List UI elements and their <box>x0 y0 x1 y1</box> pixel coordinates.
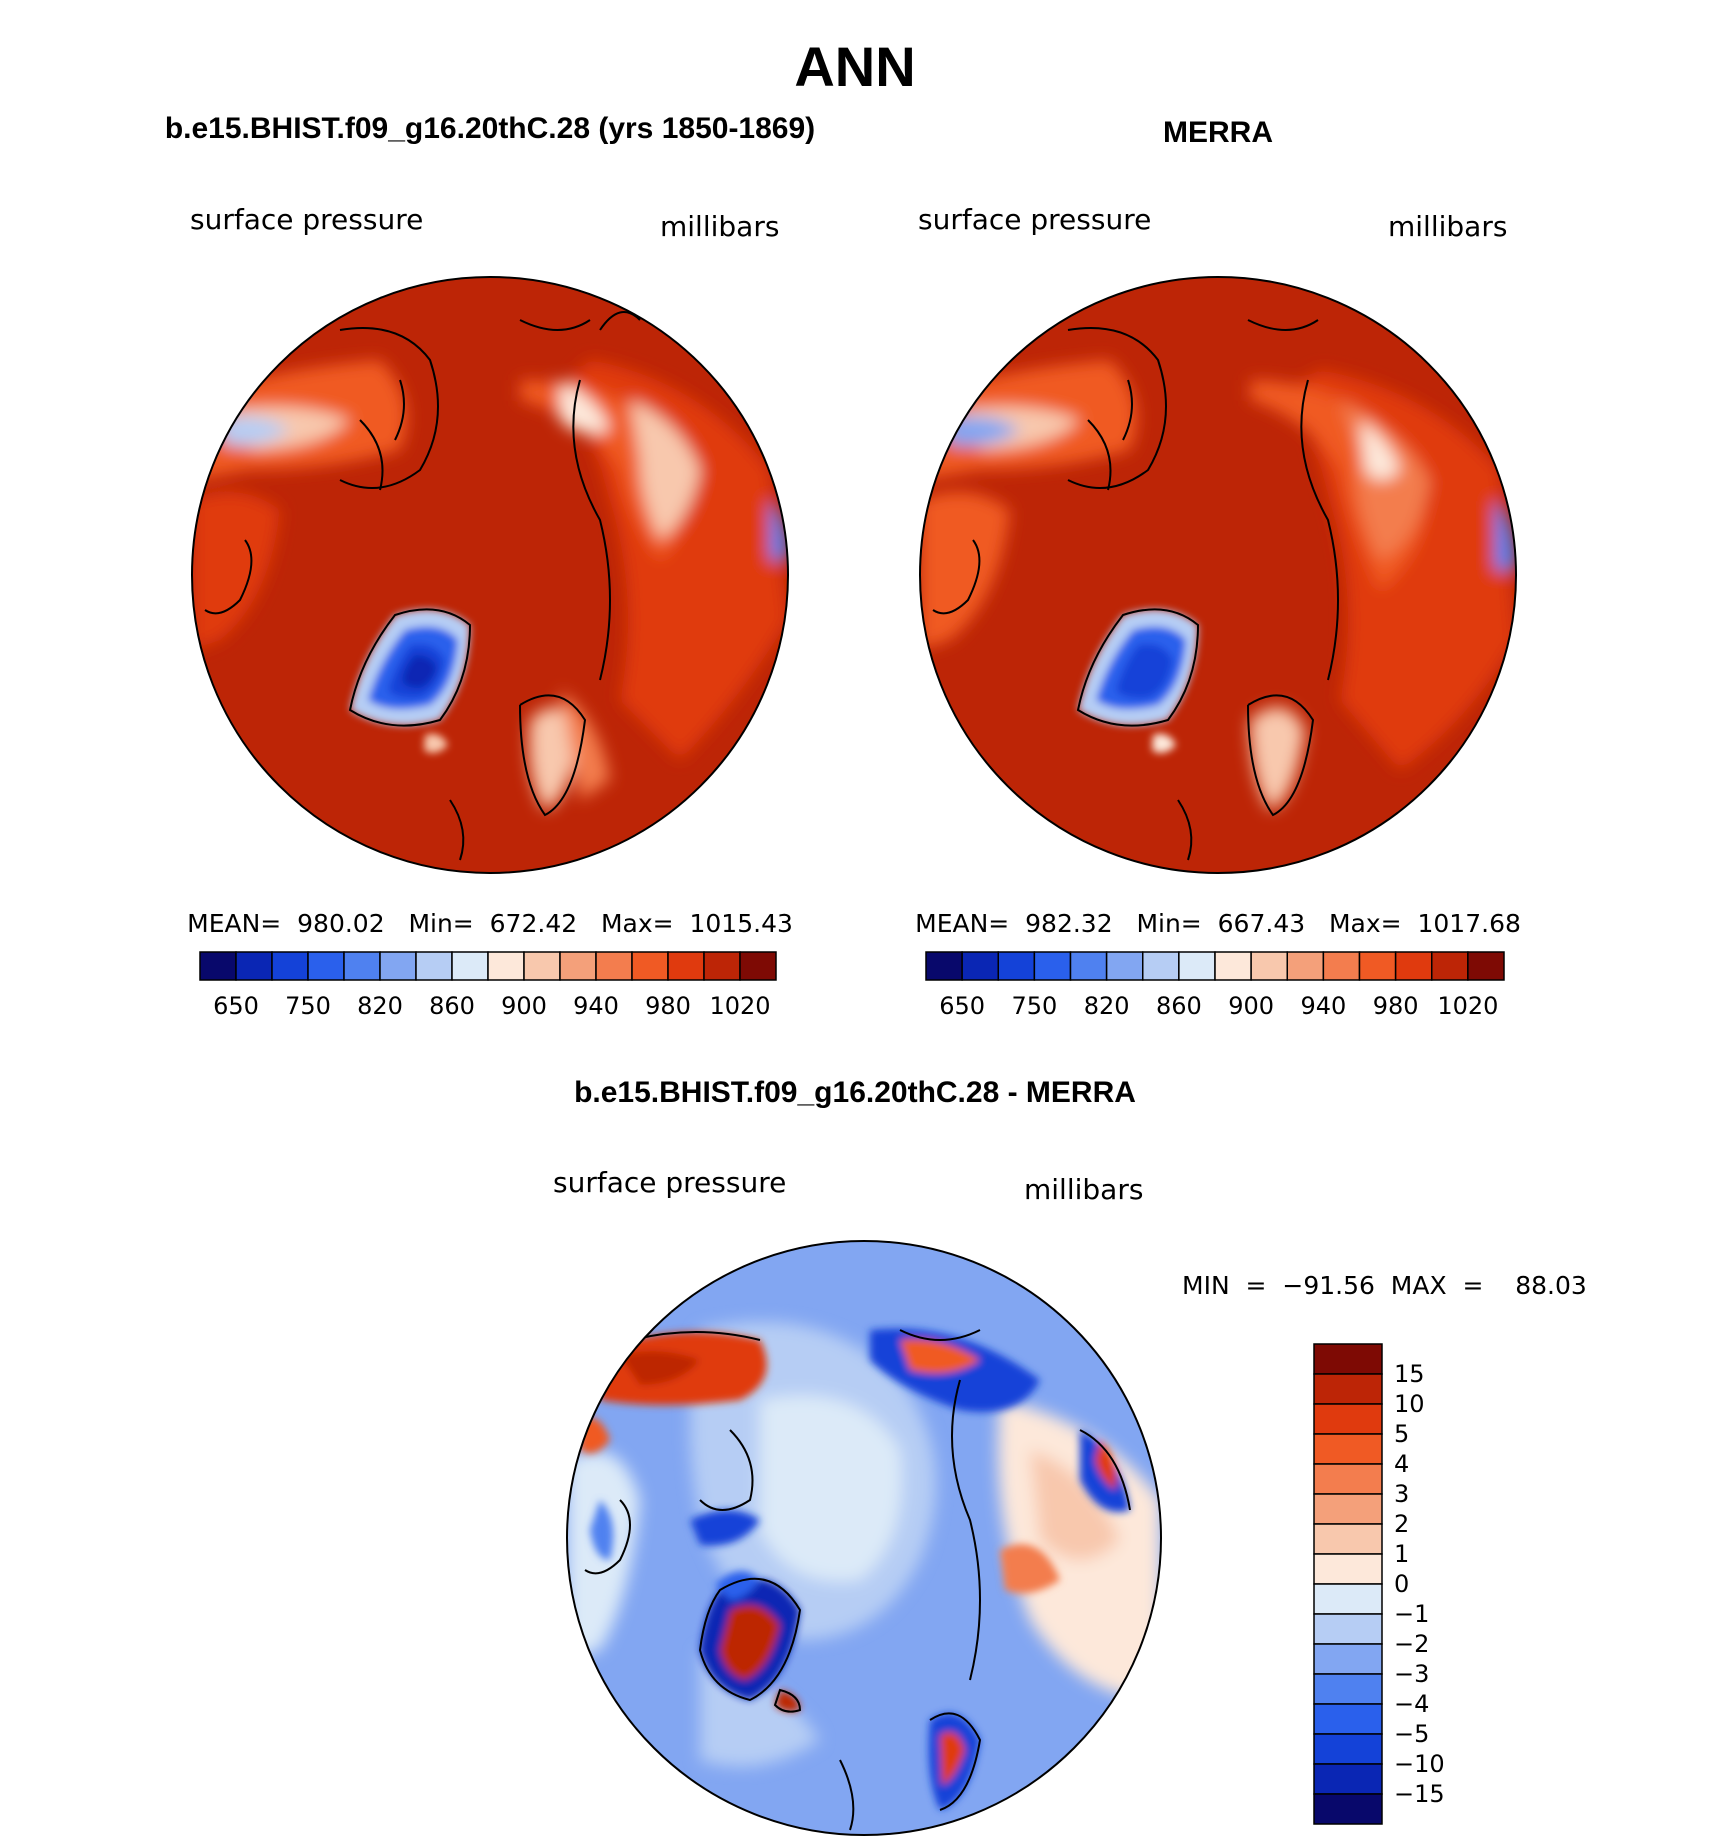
diff-colorbar-tick-label: −10 <box>1394 1750 1445 1778</box>
panel2-polar-map <box>919 276 1517 874</box>
panel1-colorbar-swatch <box>523 951 561 981</box>
panel1-colorbar-swatch <box>199 951 237 981</box>
panel2-colorbar-swatch <box>1394 951 1433 981</box>
panel2-stats: MEAN= 982.32 Min= 667.43 Max= 1017.68 <box>915 909 1521 938</box>
panel2-colorbar-swatch <box>961 951 999 981</box>
diff-colorbar-swatch <box>1313 1553 1383 1585</box>
panel2-colorbar-swatch <box>1358 951 1397 981</box>
panel1-colorbar-tick-label: 860 <box>429 992 475 1020</box>
panel2-colorbar-swatch <box>1467 951 1505 981</box>
panel2-colorbar-swatch <box>1214 951 1252 981</box>
panel2-colorbar-swatch <box>1142 951 1180 981</box>
panel2-colorbar-tick-label: 650 <box>939 992 985 1020</box>
diff-colorbar-swatch <box>1313 1373 1383 1405</box>
diff-colorbar-tick-label: −5 <box>1394 1720 1429 1748</box>
diff-colorbar-swatch <box>1313 1433 1383 1465</box>
panel1-colorbar-swatch <box>667 951 705 981</box>
diff-colorbar-tick-label: 15 <box>1394 1360 1425 1388</box>
diff-colorbar-swatch <box>1313 1523 1383 1555</box>
panel1-polar-map <box>191 276 789 874</box>
panel1-variable-label: surface pressure <box>190 203 423 236</box>
diff-colorbar-swatch <box>1313 1343 1383 1375</box>
diff-colorbar-swatch <box>1313 1673 1383 1705</box>
panel1-colorbar-tick-label: 820 <box>357 992 403 1020</box>
panel1-colorbar-swatch <box>451 951 489 981</box>
diff-colorbar-tick-label: −1 <box>1394 1600 1429 1628</box>
panel1-colorbar-swatch <box>415 951 453 981</box>
diff-colorbar-swatch <box>1313 1493 1383 1525</box>
panel2-colorbar-swatch <box>1431 951 1469 981</box>
panel2-case-title: MERRA <box>1163 116 1273 149</box>
diff-colorbar-swatch <box>1313 1793 1383 1825</box>
diff-case-title: b.e15.BHIST.f09_g16.20thC.28 - MERRA <box>574 1076 1136 1109</box>
panel1-colorbar-swatch <box>307 951 345 981</box>
panel1-colorbar-swatch <box>739 951 777 981</box>
panel1-colorbar-swatch <box>343 951 381 981</box>
diff-colorbar-swatch <box>1313 1583 1383 1615</box>
diff-colorbar-tick-label: 0 <box>1394 1570 1409 1598</box>
panel1-colorbar-tick-label: 900 <box>501 992 547 1020</box>
panel2-colorbar-tick-label: 980 <box>1373 992 1419 1020</box>
panel2-colorbar: 650 750 820 860 900 940 980 1020 <box>925 951 1505 1020</box>
panel2-colorbar-tick-label: 940 <box>1300 992 1346 1020</box>
panel1-colorbar-swatch <box>631 951 669 981</box>
diff-colorbar-swatch <box>1313 1643 1383 1675</box>
panel2-colorbar-tick-label: 750 <box>1011 992 1057 1020</box>
panel2-units-label: millibars <box>1388 210 1507 243</box>
panel2-colorbar-tick-label: 1020 <box>1437 992 1498 1020</box>
panel1-stats: MEAN= 980.02 Min= 672.42 Max= 1015.43 <box>187 909 793 938</box>
panel1-colorbar-tick-label: 940 <box>573 992 619 1020</box>
diff-colorbar-tick-label: −2 <box>1394 1630 1429 1658</box>
panel2-colorbar-tick-label: 820 <box>1084 992 1130 1020</box>
diff-variable-label: surface pressure <box>553 1166 786 1199</box>
panel2-colorbar-tick-label: 860 <box>1156 992 1202 1020</box>
diff-colorbar-swatch <box>1313 1703 1383 1735</box>
diff-colorbar-swatch <box>1313 1463 1383 1495</box>
panel1-colorbar-swatch <box>487 951 525 981</box>
panel1-colorbar-tick-label: 1020 <box>709 992 770 1020</box>
diff-colorbar-tick-label: 3 <box>1394 1480 1409 1508</box>
panel1-colorbar-swatch <box>559 951 597 981</box>
figure-title: ANN <box>794 35 915 98</box>
panel2-colorbar-swatch <box>1250 951 1288 981</box>
diff-colorbar-tick-label: −3 <box>1394 1660 1429 1688</box>
panel1-colorbar-swatch <box>379 951 417 981</box>
diff-polar-map <box>566 1240 1162 1836</box>
panel2-colorbar-swatch <box>1286 951 1325 981</box>
diff-colorbar-tick-label: 5 <box>1394 1420 1409 1448</box>
diff-colorbar-tick-label: 1 <box>1394 1540 1409 1568</box>
panel1-colorbar-tick-label: 650 <box>213 992 259 1020</box>
panel2-colorbar-swatch <box>1105 951 1144 981</box>
diff-units-label: millibars <box>1024 1173 1143 1206</box>
panel1-colorbar-swatch <box>271 951 309 981</box>
panel2-colorbar-swatch <box>1033 951 1072 981</box>
diff-colorbar-tick-label: −15 <box>1394 1780 1445 1808</box>
diff-minmax: MIN = −91.56 MAX = 88.03 <box>1182 1271 1587 1300</box>
panel1-units-label: millibars <box>660 210 779 243</box>
panel2-colorbar-swatch <box>925 951 963 981</box>
panel1-colorbar: 650 750 820 860 900 940 980 1020 <box>199 951 777 1020</box>
panel2-colorbar-swatch <box>1322 951 1361 981</box>
diff-colorbar-tick-label: 2 <box>1394 1510 1409 1538</box>
diff-colorbar-tick-label: 10 <box>1394 1390 1425 1418</box>
panel1-colorbar-swatch <box>595 951 633 981</box>
panel2-colorbar-swatch <box>1069 951 1108 981</box>
diff-colorbar-tick-label: 4 <box>1394 1450 1409 1478</box>
panel2-variable-label: surface pressure <box>918 203 1151 236</box>
diff-colorbar-swatch <box>1313 1733 1383 1765</box>
diff-colorbar-swatch <box>1313 1403 1383 1435</box>
diff-colorbar-swatch <box>1313 1763 1383 1795</box>
diff-colorbar-swatch <box>1313 1613 1383 1645</box>
panel1-colorbar-tick-label: 980 <box>645 992 691 1020</box>
panel2-colorbar-swatch <box>997 951 1036 981</box>
panel2-colorbar-tick-label: 900 <box>1228 992 1274 1020</box>
diff-colorbar-tick-label: −4 <box>1394 1690 1429 1718</box>
panel2-colorbar-swatch <box>1178 951 1216 981</box>
panel1-colorbar-tick-label: 750 <box>285 992 331 1020</box>
panel1-colorbar-swatch <box>703 951 741 981</box>
panel1-colorbar-swatch <box>235 951 273 981</box>
panel1-case-title: b.e15.BHIST.f09_g16.20thC.28 (yrs 1850-1… <box>165 112 815 145</box>
